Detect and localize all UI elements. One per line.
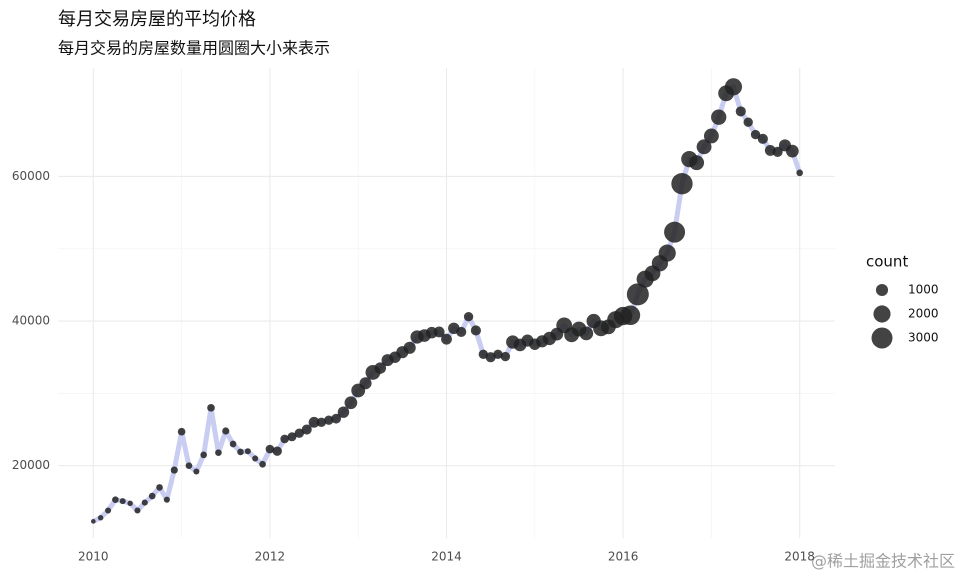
bubble — [141, 499, 148, 506]
bubble — [735, 106, 746, 117]
bubble — [620, 305, 641, 326]
bubble — [185, 462, 193, 470]
bubble — [772, 146, 783, 157]
bubble — [658, 244, 676, 262]
bubble — [308, 416, 320, 428]
bubble — [215, 449, 222, 456]
legend-label: 1000 — [908, 283, 939, 297]
legend-bubble — [873, 305, 891, 323]
bubble — [259, 460, 266, 468]
bubble — [316, 417, 327, 427]
bubble — [796, 169, 803, 177]
bubble — [703, 128, 719, 144]
bubble — [324, 415, 334, 425]
x-tick-label: 2018 — [784, 550, 815, 564]
legend-bubble — [871, 327, 893, 349]
bubble — [403, 341, 416, 354]
bubble — [244, 448, 251, 455]
bubble — [90, 519, 96, 524]
bubble — [671, 173, 693, 195]
bubble — [237, 448, 244, 456]
bubble — [626, 283, 649, 306]
bubble — [441, 333, 452, 345]
bubble — [229, 440, 237, 448]
bubble — [272, 446, 282, 456]
chart-title: 每月交易房屋的平均价格 — [58, 9, 256, 30]
chart-subtitle: 每月交易的房屋数量用圆圈大小来表示 — [58, 39, 330, 58]
bubble — [200, 451, 208, 459]
legend-bubble — [875, 283, 889, 297]
y-tick-label: 60000 — [12, 169, 50, 183]
bubble — [711, 109, 727, 125]
bubble — [127, 500, 133, 507]
bubble — [105, 507, 112, 514]
bubble — [119, 498, 126, 505]
bubble — [433, 326, 445, 338]
bubble — [97, 515, 104, 521]
bubble — [134, 507, 141, 514]
bubble — [265, 444, 275, 454]
bubble — [156, 484, 163, 491]
legend-title: count — [866, 253, 908, 271]
bubble — [207, 404, 215, 412]
bubble — [170, 466, 178, 474]
x-tick-label: 2016 — [608, 550, 639, 564]
x-tick-label: 2012 — [255, 550, 286, 564]
watermark: @稀土掘金技术社区 — [811, 552, 955, 571]
bubble — [359, 377, 372, 390]
bubble — [696, 139, 712, 155]
bubble — [163, 496, 170, 503]
legend-label: 2000 — [908, 307, 939, 321]
bubble — [148, 492, 156, 500]
bubble — [743, 117, 753, 127]
bubble — [579, 326, 594, 341]
legend-label: 3000 — [908, 331, 939, 345]
y-tick-label: 20000 — [12, 458, 50, 472]
bubble — [301, 424, 312, 435]
bubble — [280, 434, 289, 444]
bubble — [485, 352, 496, 363]
bubble — [493, 349, 503, 360]
bubble — [757, 133, 768, 144]
bubble — [689, 155, 705, 171]
bubble — [287, 432, 297, 442]
x-tick-label: 2014 — [431, 550, 462, 564]
bubble — [374, 362, 387, 374]
y-tick-label: 40000 — [12, 314, 50, 328]
bubble — [337, 406, 350, 418]
bubble — [500, 351, 511, 362]
bubble — [252, 455, 259, 462]
x-tick-label: 2010 — [78, 550, 109, 564]
bubble — [724, 78, 743, 96]
bubble — [193, 468, 200, 475]
bubble — [344, 396, 358, 410]
bubble — [463, 312, 474, 322]
bubble — [470, 325, 481, 336]
bubble — [177, 427, 186, 436]
bubble — [664, 221, 686, 243]
bubble — [222, 427, 230, 435]
bubble — [112, 496, 119, 503]
bubble — [786, 144, 799, 158]
bubble — [750, 129, 761, 140]
bubble — [294, 428, 305, 438]
bubble — [331, 413, 342, 424]
bubble — [456, 326, 467, 337]
